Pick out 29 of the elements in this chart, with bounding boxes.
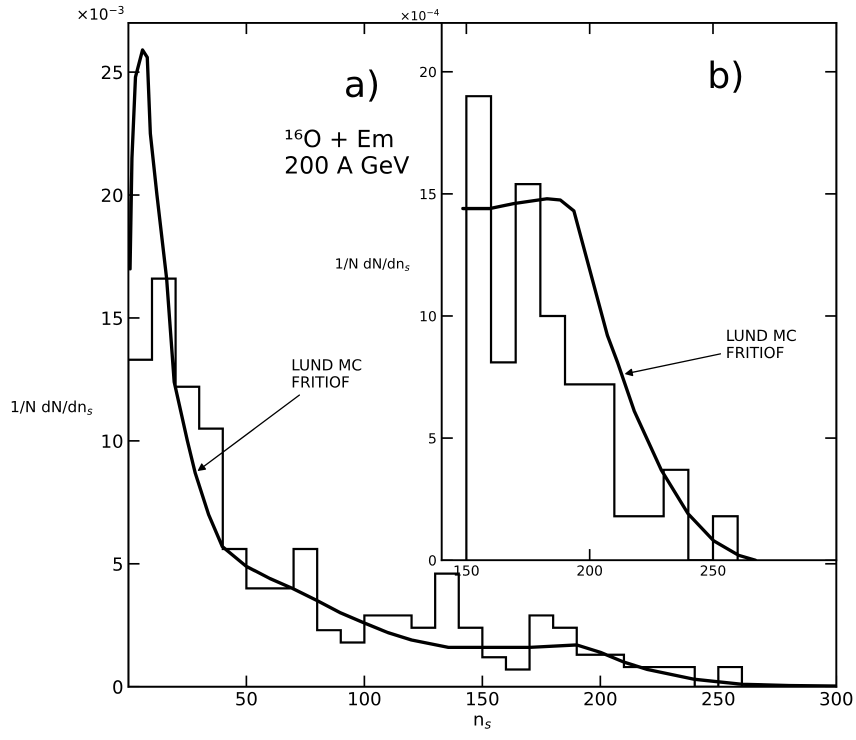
x-tick-label: 250: [700, 565, 726, 576]
x-axis-title: n$_{s}$: [474, 715, 491, 729]
x-tick-label: 200: [577, 565, 602, 576]
y-tick-label: 5: [429, 433, 436, 444]
y-tick-label: 15: [420, 189, 436, 200]
x-tick-label: 250: [702, 692, 734, 706]
y-tick-label: 0: [428, 555, 436, 566]
y-tick-label: 15: [102, 312, 122, 326]
x-tick-label: 150: [467, 692, 498, 706]
y-tick-label: 10: [420, 310, 436, 322]
y-axis-title: 1/N dN/dn$_{s}$: [12, 400, 92, 415]
annotation: b): [710, 60, 742, 93]
y-axis-title: 1/N dN/dn$_{s}$: [336, 258, 410, 271]
annotation: LUND MC FRITIOF: [292, 359, 362, 388]
text: ×10$^{−4}$: [402, 9, 439, 20]
annotation: a): [346, 69, 378, 102]
x-tick-label: 100: [349, 692, 380, 706]
text: ×10$^{−3}$: [78, 6, 124, 20]
x-tick-label: 300: [820, 692, 852, 706]
y-tick-label: 10: [102, 434, 122, 448]
annotation: LUND MC FRITIOF: [727, 330, 796, 358]
y-tick-label: 0: [113, 680, 122, 694]
y-tick-label: 20: [420, 66, 436, 78]
x-tick-label: 50: [236, 692, 257, 706]
y-tick-label: 5: [113, 557, 122, 571]
annotation: ¹⁶O + Em 200 A GeV: [286, 130, 410, 174]
x-tick-label: 200: [584, 692, 616, 706]
y-tick-label: 20: [102, 188, 122, 202]
y-tick-label: 25: [102, 66, 122, 80]
